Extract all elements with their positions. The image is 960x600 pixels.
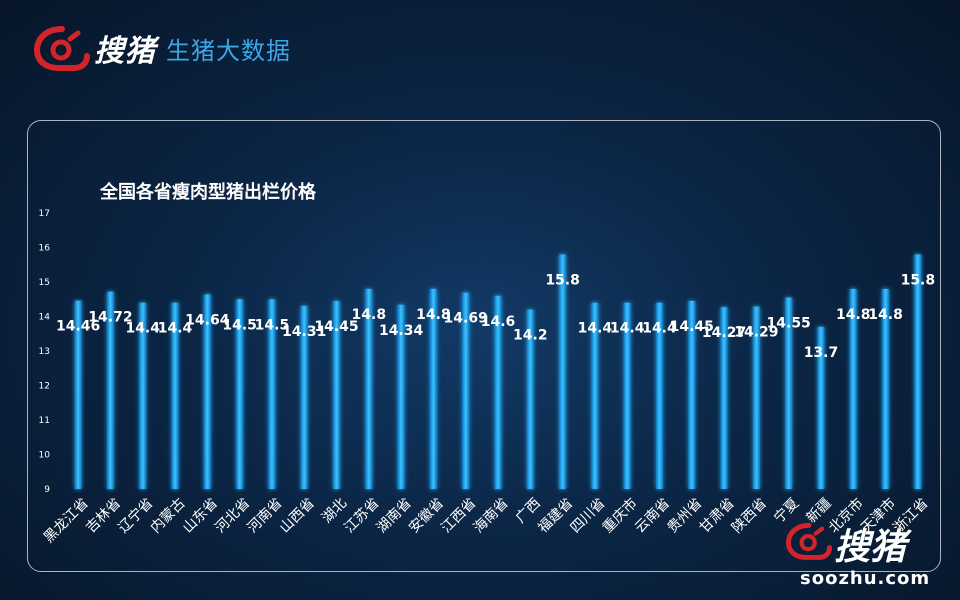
x-tick-label: 重庆市 xyxy=(599,495,641,537)
bar xyxy=(171,302,179,489)
data-label: 14.69 xyxy=(444,311,488,327)
bar xyxy=(559,254,567,489)
bar xyxy=(429,288,437,489)
x-tick-label: 内蒙古 xyxy=(148,495,189,536)
data-label: 14.8 xyxy=(416,307,451,323)
brand-name: 搜猪 xyxy=(94,34,156,69)
y-tick-label: 12 xyxy=(39,382,50,392)
data-label: 14.8 xyxy=(352,307,387,323)
x-tick-label: 江苏省 xyxy=(341,495,382,536)
bar xyxy=(236,299,244,489)
x-tick-label: 四川省 xyxy=(567,495,608,536)
bar xyxy=(365,288,373,489)
data-label: 14.27 xyxy=(702,325,746,341)
pig-logo-icon xyxy=(34,26,90,71)
bar xyxy=(462,292,470,489)
data-label: 15.8 xyxy=(545,272,580,288)
x-tick-label: 陕西省 xyxy=(729,495,770,536)
watermark-name: 搜猪 xyxy=(834,526,907,568)
bar xyxy=(914,254,922,489)
data-label: 15.8 xyxy=(901,272,936,288)
data-label: 14.55 xyxy=(767,316,811,332)
bar xyxy=(785,297,793,489)
data-label: 14.2 xyxy=(513,328,548,344)
watermark-logo-icon xyxy=(786,522,832,560)
y-tick-label: 15 xyxy=(39,278,50,288)
y-tick-label: 17 xyxy=(39,209,50,219)
data-label: 14.5 xyxy=(222,317,257,333)
data-label: 14.5 xyxy=(255,317,290,333)
data-label: 14.45 xyxy=(670,319,714,335)
data-label: 14.45 xyxy=(314,319,358,335)
x-tick-label: 海南省 xyxy=(471,495,512,536)
y-tick-label: 9 xyxy=(44,485,50,495)
data-label: 13.7 xyxy=(804,345,839,361)
data-label: 14.4 xyxy=(642,321,677,337)
bar xyxy=(849,288,857,489)
data-label: 14.4 xyxy=(125,321,160,337)
data-label: 14.4 xyxy=(578,321,613,337)
data-label: 14.4 xyxy=(158,321,193,337)
bar xyxy=(526,309,534,489)
data-label: 14.64 xyxy=(185,312,230,328)
bar xyxy=(139,302,147,489)
bar xyxy=(591,302,599,489)
data-label: 14.8 xyxy=(836,307,871,323)
x-tick-label: 山东省 xyxy=(180,495,221,536)
x-tick-label: 黑龙江省 xyxy=(41,495,92,546)
x-tick-label: 湖南省 xyxy=(374,495,415,536)
bar xyxy=(106,291,114,489)
data-label: 14.72 xyxy=(88,310,132,326)
x-tick-label: 吉林省 xyxy=(83,495,124,536)
chart-panel xyxy=(27,120,941,572)
x-tick-label: 河南省 xyxy=(245,495,286,536)
data-label: 14.6 xyxy=(481,314,516,330)
x-tick-label: 江西省 xyxy=(438,495,479,536)
data-label: 14.4 xyxy=(610,321,645,337)
x-tick-label: 安徽省 xyxy=(406,495,447,536)
y-tick-label: 11 xyxy=(39,416,50,426)
bar xyxy=(688,300,696,489)
bar xyxy=(333,300,341,489)
x-tick-label: 辽宁省 xyxy=(115,495,157,537)
data-label: 14.8 xyxy=(868,307,903,323)
bar xyxy=(752,306,760,489)
x-tick-label: 甘肃省 xyxy=(697,495,738,536)
x-tick-label: 河北省 xyxy=(212,495,253,536)
bar xyxy=(655,302,663,489)
brand-header: 搜猪 生猪大数据 xyxy=(34,22,291,74)
watermark: 搜猪 soozhu.com xyxy=(786,518,956,598)
bar xyxy=(203,294,211,489)
bar xyxy=(268,299,276,489)
bar xyxy=(623,302,631,489)
bar xyxy=(882,288,890,489)
bar xyxy=(494,295,502,489)
bar xyxy=(300,305,308,489)
data-label: 14.29 xyxy=(734,324,778,340)
x-tick-label: 贵州省 xyxy=(664,495,705,536)
y-tick-label: 10 xyxy=(39,451,51,461)
brand-subtitle: 生猪大数据 xyxy=(166,36,291,65)
bar xyxy=(397,304,405,489)
y-tick-label: 14 xyxy=(39,313,51,323)
data-label: 14.46 xyxy=(56,319,100,335)
bar xyxy=(720,307,728,489)
bar xyxy=(74,300,82,489)
y-tick-label: 16 xyxy=(39,244,51,254)
x-tick-label: 山西省 xyxy=(277,495,318,536)
y-tick-label: 13 xyxy=(39,347,50,357)
x-tick-label: 云南省 xyxy=(632,495,673,536)
data-label: 14.34 xyxy=(379,323,424,339)
watermark-url: soozhu.com xyxy=(800,568,931,589)
data-label: 14.31 xyxy=(282,324,326,340)
bar xyxy=(817,326,825,489)
x-tick-label: 福建省 xyxy=(535,495,576,536)
chart-title: 全国各省瘦肉型猪出栏价格 xyxy=(100,182,316,203)
